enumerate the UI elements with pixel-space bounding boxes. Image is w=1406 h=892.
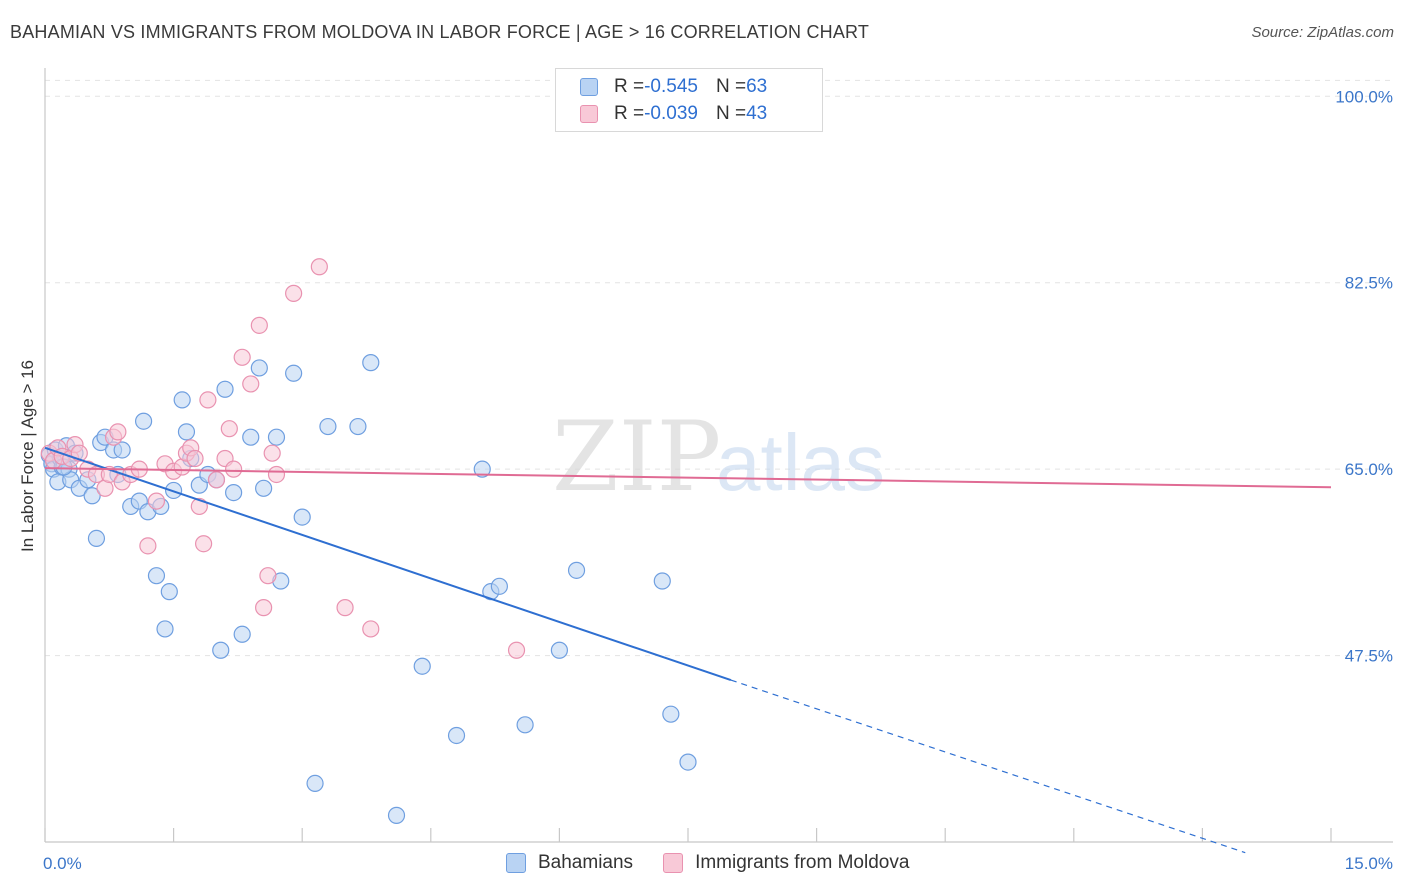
legend-swatch-moldova	[580, 105, 598, 123]
moldova-point	[225, 460, 243, 478]
x-tick-label: 15.0%	[1345, 854, 1393, 873]
tick-labels: 47.5% 65.0% 82.5% 100.0% 0.0% 15.0%	[43, 87, 1393, 873]
bahamian-point	[134, 412, 153, 430]
moldova-point	[147, 492, 166, 510]
bahamian-point	[490, 577, 508, 595]
watermark-atlas: atlas	[716, 418, 885, 507]
y-tick-label: 82.5%	[1345, 274, 1393, 293]
bahamian-point	[679, 753, 697, 771]
moldova-point	[267, 465, 286, 484]
bahamian-point	[306, 774, 324, 793]
moldova-point	[139, 537, 157, 555]
bahamian-point	[319, 417, 337, 436]
legend-n-value: 63	[746, 76, 768, 97]
legend-label-moldova: Immigrants from Moldova	[695, 852, 910, 873]
bahamian-point	[216, 380, 234, 398]
legend-swatch-bahamians	[506, 853, 526, 873]
moldova-point	[199, 391, 217, 409]
bahamian-point	[653, 572, 671, 590]
legend-r-label: R =	[614, 103, 645, 124]
legend-label-bahamians: Bahamians	[538, 852, 634, 873]
moldova-point	[233, 348, 251, 366]
moldova-point	[250, 316, 268, 334]
series-bahamians	[40, 354, 697, 824]
moldova-point	[263, 444, 281, 462]
bahamian-point	[212, 641, 230, 659]
legend-item-bahamians[interactable]: Bahamians	[506, 852, 633, 874]
legend-row-moldova: R = -0.039 N = 43	[580, 102, 767, 126]
legend-n-value: 43	[746, 103, 768, 124]
chart-title: BAHAMIAN VS IMMIGRANTS FROM MOLDOVA IN L…	[10, 22, 870, 42]
moldova-point	[207, 471, 226, 489]
bahamian-trend-extension	[730, 679, 1246, 854]
trend-lines	[44, 446, 1332, 854]
bahamian-point	[413, 657, 431, 675]
y-tick-label: 100.0%	[1335, 87, 1393, 106]
bahamian-point	[387, 806, 406, 824]
bahamian-point	[83, 487, 101, 505]
bahamian-point	[349, 417, 367, 436]
legend-row-bahamians: R = -0.545 N = 63	[580, 75, 767, 99]
legend-n-label: N =	[715, 103, 747, 124]
moldova-point	[362, 620, 380, 638]
grid-lines	[45, 79, 1393, 657]
bahamian-point	[293, 508, 311, 526]
bahamian-point	[225, 483, 243, 502]
moldova-point	[255, 599, 273, 617]
bahamian-point	[250, 359, 268, 377]
bahamian-point	[255, 479, 273, 497]
legend-swatch-bahamians	[580, 78, 598, 96]
moldova-point	[259, 567, 277, 585]
moldova-point	[336, 599, 354, 617]
x-tick-label: 0.0%	[43, 854, 82, 873]
bahamian-point	[447, 726, 466, 745]
bahamian-point	[567, 561, 586, 579]
moldova-trend-line	[44, 467, 1332, 489]
moldova-point	[195, 535, 213, 553]
series-legend: Bahamians Immigrants from Moldova	[506, 852, 939, 874]
legend-item-moldova[interactable]: Immigrants from Moldova	[663, 852, 909, 874]
watermark-zip: ZIP	[552, 401, 721, 513]
moldova-point	[310, 258, 328, 276]
y-tick-label: 65.0%	[1345, 460, 1393, 479]
moldova-point	[285, 284, 303, 302]
bahamian-point	[147, 567, 166, 585]
bahamian-point	[473, 460, 491, 478]
legend-r-value: -0.545	[644, 76, 698, 97]
bahamian-point	[113, 441, 131, 459]
bahamian-point	[87, 529, 106, 547]
moldova-point	[186, 449, 204, 468]
bahamian-point	[156, 620, 174, 638]
bahamian-point	[177, 423, 196, 441]
bahamian-point	[267, 428, 286, 446]
correlation-legend: R = -0.545 N = 63 R = -0.039 N = 43	[555, 68, 823, 132]
bahamian-point	[550, 641, 569, 659]
legend-r-label: R =	[614, 76, 645, 97]
legend-swatch-moldova	[663, 853, 684, 873]
bahamian-point	[662, 705, 680, 723]
bahamian-point	[160, 583, 178, 601]
y-axis-label: In Labor Force | Age > 16	[18, 360, 37, 552]
bahamian-point	[173, 391, 191, 409]
moldova-point	[242, 375, 260, 393]
moldova-point	[220, 420, 238, 438]
moldova-point	[507, 641, 526, 659]
watermark: ZIP atlas	[552, 401, 885, 513]
y-tick-label: 47.5%	[1345, 647, 1393, 666]
bahamian-point	[233, 625, 251, 643]
bahamian-point	[242, 428, 260, 446]
legend-n-label: N =	[715, 76, 747, 97]
bahamian-point	[516, 716, 534, 734]
legend-r-value: -0.039	[644, 103, 698, 124]
source-label: Source: ZipAtlas.com	[1251, 24, 1394, 41]
moldova-point	[109, 423, 127, 441]
bahamian-trend-line	[44, 446, 732, 682]
bahamian-point	[362, 354, 380, 372]
bahamian-point	[285, 364, 303, 382]
